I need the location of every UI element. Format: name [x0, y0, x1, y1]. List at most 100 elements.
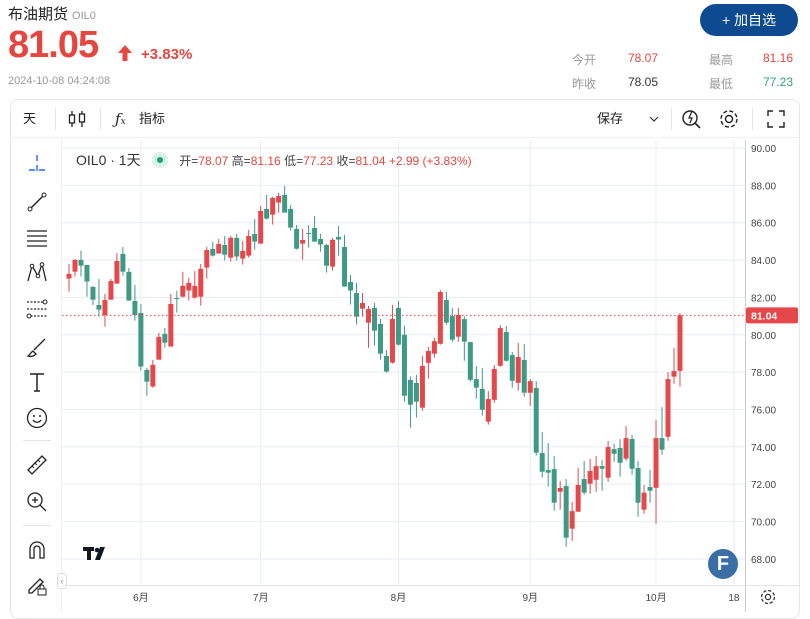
timestamp: 2024-10-08 04:24:08: [8, 75, 111, 87]
candle-up: [66, 273, 72, 279]
x-tick-label: 18: [728, 593, 740, 604]
candle-up: [557, 487, 563, 492]
candle-up: [150, 364, 156, 387]
stat-label-prev-close: 昨收: [572, 77, 597, 91]
change-percent: +3.83%: [141, 46, 193, 63]
candle-down: [521, 360, 527, 393]
fib-icon[interactable]: [25, 297, 49, 321]
candle-up: [497, 328, 503, 366]
candle-up: [587, 470, 593, 484]
candle-down: [84, 264, 90, 282]
brush-icon[interactable]: [25, 335, 49, 359]
candle-down: [539, 453, 545, 472]
stat-value-high: 81.16: [763, 51, 794, 65]
candle-up: [300, 239, 306, 244]
legend-symbol: OIL0 · 1天: [76, 152, 141, 168]
candle-down: [479, 388, 485, 410]
divider: [23, 525, 51, 526]
lock-draw-icon[interactable]: [25, 574, 49, 598]
candle-down: [138, 312, 144, 367]
candle-up: [102, 299, 108, 315]
stat-label-high: 最高: [709, 53, 734, 67]
candle-up: [156, 336, 162, 360]
indicators-button[interactable]: 指标: [139, 111, 166, 126]
candle-up: [437, 292, 443, 344]
f-logo-badge[interactable]: F: [708, 549, 738, 579]
candle-up: [677, 315, 683, 371]
candle-down: [324, 244, 330, 266]
candle-down: [252, 233, 258, 242]
divider: [23, 440, 51, 441]
save-button[interactable]: 保存: [597, 111, 624, 126]
text-icon[interactable]: [25, 370, 49, 394]
collapse-toolbar-button[interactable]: ‹: [57, 573, 67, 589]
candle-up: [204, 249, 210, 268]
candle-down: [551, 469, 557, 503]
candle-up: [108, 281, 114, 300]
chart-legend: OIL0 · 1天 开=78.07 高=81.16 低=77.23 收=81.0…: [76, 150, 472, 170]
legend-high-label: 高=: [231, 154, 251, 168]
quick-search-icon[interactable]: [681, 108, 703, 130]
stat-label-low: 最低: [709, 77, 734, 91]
candle-up: [228, 237, 234, 258]
function-icon[interactable]: ƒx: [115, 110, 126, 128]
candle-down: [401, 334, 407, 396]
divider: [100, 108, 101, 130]
y-tick-label: 76.00: [751, 406, 776, 417]
chevron-down-icon[interactable]: [649, 114, 659, 124]
candle-up: [270, 197, 276, 215]
candle-down: [222, 244, 228, 255]
stat-label-open: 今开: [572, 53, 597, 67]
interval-button[interactable]: 天: [23, 111, 37, 126]
candle-up: [114, 261, 120, 284]
horizontal-lines-icon[interactable]: [25, 226, 49, 250]
last-price: 81.05: [8, 24, 99, 66]
candle-down: [342, 247, 348, 287]
crosshair-icon[interactable]: [25, 151, 49, 175]
add-watchlist-button[interactable]: + 加自选: [700, 4, 798, 36]
candle-up: [216, 244, 222, 254]
candle-down: [503, 331, 509, 361]
settings-gear-icon[interactable]: [718, 108, 740, 130]
candle-down: [132, 300, 138, 315]
trend-line-icon[interactable]: [25, 190, 49, 214]
pattern-icon[interactable]: [25, 261, 49, 285]
y-tick-label: 82.00: [751, 293, 776, 304]
candlestick-chart[interactable]: 90.00 88.00 86.00 84.00 82.00 80.00 78.00 76.00…: [62, 140, 800, 612]
candle-down: [407, 380, 413, 405]
candle-up: [419, 365, 425, 408]
candle-up: [425, 351, 431, 363]
candle-down: [473, 379, 479, 388]
candle-up: [180, 285, 186, 297]
candle-down: [395, 307, 401, 345]
candle-down: [90, 286, 96, 300]
arrow-up-icon: [118, 45, 132, 61]
candle-down: [306, 232, 312, 234]
ruler-icon[interactable]: [25, 453, 49, 477]
magnet-icon[interactable]: [25, 538, 49, 562]
candle-type-icon[interactable]: [67, 109, 87, 129]
instrument-code: OIL0: [72, 10, 96, 22]
candle-up: [366, 309, 371, 323]
candle-down: [563, 486, 569, 538]
candle-down: [234, 237, 240, 257]
candle-down: [210, 248, 216, 256]
candle-down: [354, 292, 360, 317]
x-tick-label: 6月: [133, 592, 149, 604]
fullscreen-icon[interactable]: [767, 110, 785, 128]
candle-up: [360, 303, 366, 309]
candle-down: [581, 479, 587, 493]
stat-value-prev-close: 78.05: [628, 75, 659, 89]
emoji-icon[interactable]: [25, 406, 49, 430]
candle-up: [72, 259, 78, 272]
candle-up: [665, 379, 671, 437]
axis-settings-gear-icon[interactable]: [759, 588, 777, 606]
y-tick-label: 80.00: [751, 331, 776, 342]
candle-down: [264, 208, 270, 219]
candle-up: [641, 492, 647, 510]
candle-up: [593, 466, 599, 480]
tradingview-logo[interactable]: [82, 545, 110, 561]
candle-up: [575, 484, 581, 512]
candle-down: [413, 382, 419, 402]
zoom-in-icon[interactable]: [25, 490, 49, 514]
